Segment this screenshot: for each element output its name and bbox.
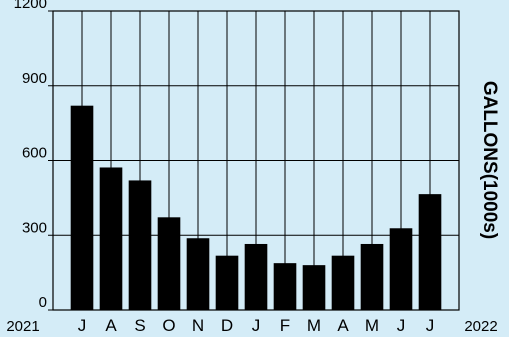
year-end-label: 2022 — [464, 318, 497, 335]
bar — [273, 263, 297, 310]
bars — [70, 105, 442, 310]
bar — [157, 217, 181, 310]
bar — [128, 180, 152, 310]
y-tick-label: 900 — [22, 70, 47, 87]
y-tick-label: 0 — [39, 294, 47, 311]
x-tick-label: J — [252, 316, 261, 335]
y-tick-labels: 0 300 600 900 1200 — [14, 0, 47, 311]
x-tick-label: J — [397, 316, 406, 335]
x-tick-label: A — [337, 316, 349, 335]
x-tick-label: D — [221, 316, 233, 335]
bar — [360, 243, 384, 310]
x-tick-label: A — [105, 316, 117, 335]
x-tick-label: J — [426, 316, 435, 335]
x-tick-label: F — [280, 316, 290, 335]
y-axis-label: GALLONS(1000s) — [479, 81, 500, 239]
x-tick-label: M — [365, 316, 379, 335]
x-tick-label: S — [134, 316, 145, 335]
bar — [186, 238, 210, 310]
y-tick-label: 1200 — [14, 0, 47, 12]
x-tick-label: N — [192, 316, 204, 335]
y-tick-label: 600 — [22, 145, 47, 162]
bar — [389, 228, 413, 310]
bar — [331, 255, 355, 310]
x-tick-label: M — [307, 316, 321, 335]
bar — [99, 167, 123, 310]
bar — [244, 243, 268, 310]
x-tick-label: J — [78, 316, 87, 335]
bar — [302, 265, 326, 310]
x-tick-label: O — [162, 316, 175, 335]
y-tick-label: 300 — [22, 219, 47, 236]
year-start-label: 2021 — [6, 318, 39, 335]
bar — [418, 194, 442, 310]
bar — [215, 255, 239, 310]
bar — [70, 105, 94, 310]
